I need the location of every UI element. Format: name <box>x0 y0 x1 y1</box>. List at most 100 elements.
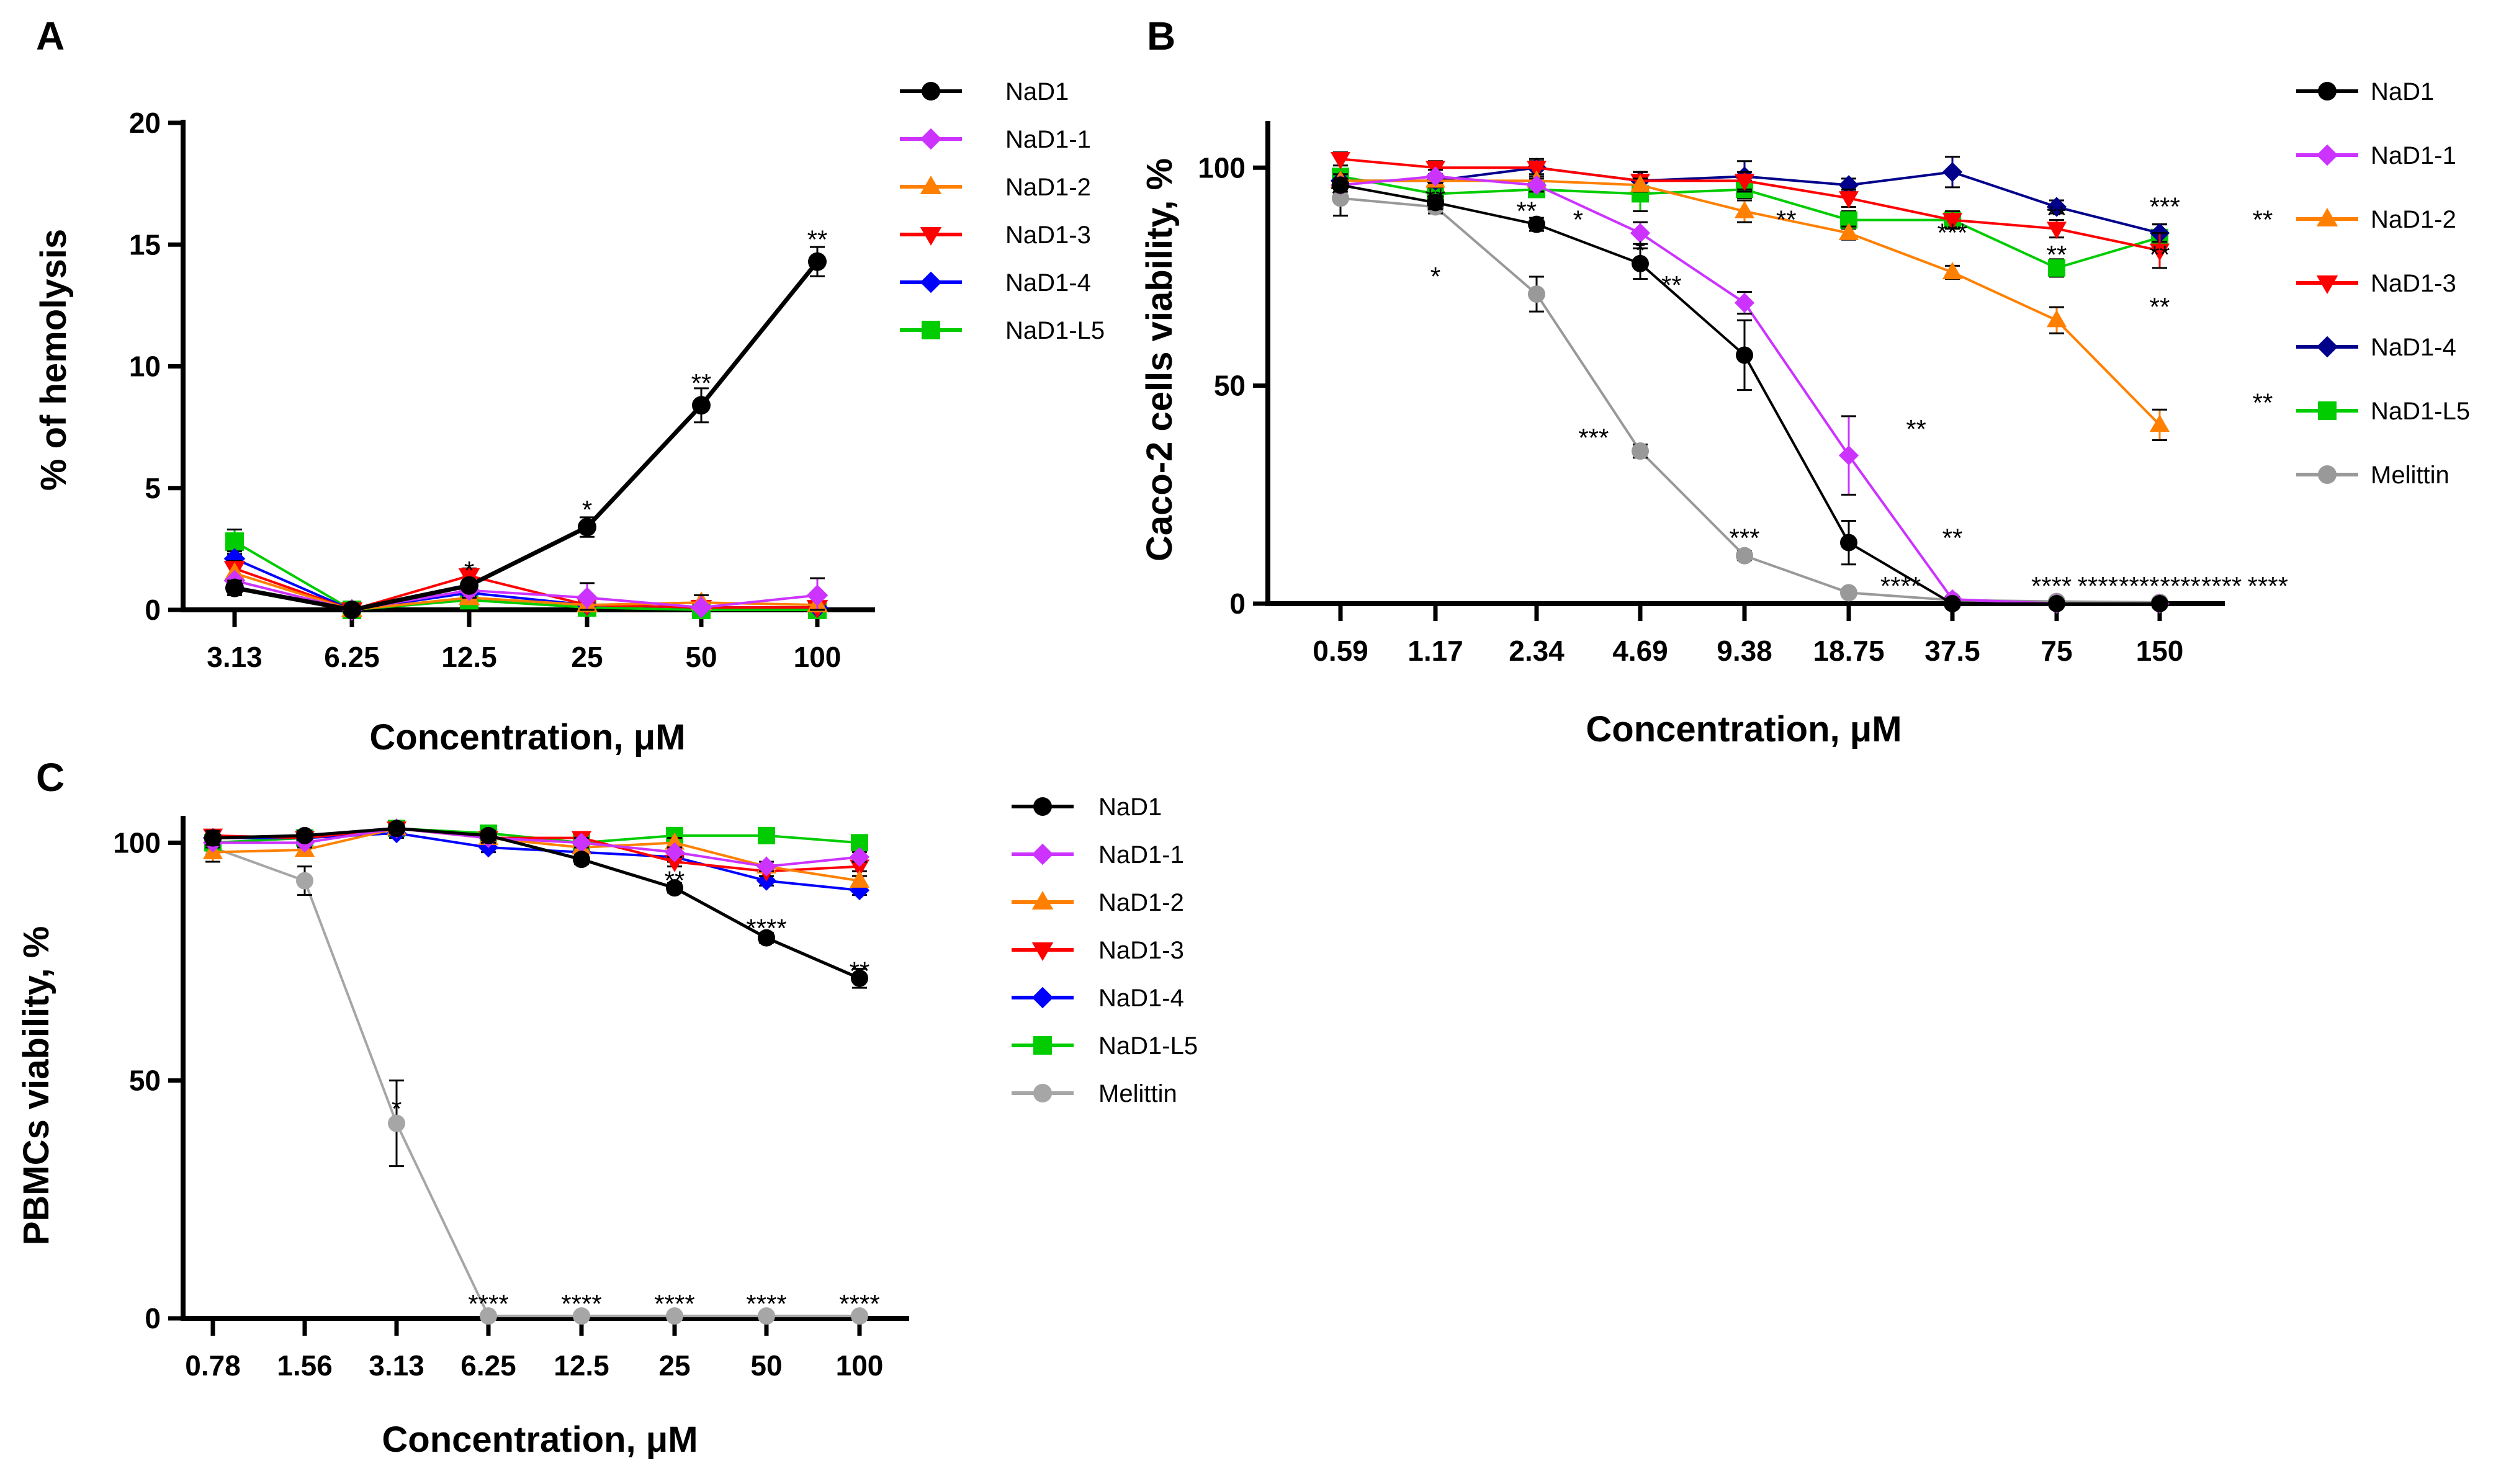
data-point <box>758 929 775 947</box>
legend-item-nad1-1: NaD1-1 <box>900 126 1091 153</box>
legend-item-nad1-4: NaD1-4 <box>1012 985 1184 1012</box>
legend-marker <box>920 128 942 150</box>
data-point <box>690 596 712 619</box>
legend-item-nad1-4: NaD1-4 <box>2296 334 2456 361</box>
data-point <box>1528 215 1545 233</box>
series-nad1 <box>204 820 868 989</box>
significance-label: **** <box>839 1289 879 1318</box>
data-point <box>296 872 313 890</box>
data-point <box>573 1307 590 1325</box>
legend-label: NaD1-1 <box>2371 142 2456 169</box>
legend-marker <box>2316 336 2338 358</box>
x-tick-label: 2.34 <box>1509 635 1565 667</box>
series-line <box>213 827 860 868</box>
data-point <box>2046 221 2067 239</box>
legend-label: Melittin <box>2371 462 2449 489</box>
data-point <box>388 1114 405 1132</box>
legend-marker <box>1033 1084 1052 1102</box>
data-point <box>664 832 685 850</box>
legend-item-nad1: NaD1 <box>2296 78 2434 105</box>
data-point <box>1427 194 1444 212</box>
legend-label: NaD1-4 <box>1005 269 1091 297</box>
data-point <box>225 532 244 552</box>
data-point <box>851 969 868 987</box>
panel-b-letter: B <box>1147 14 1175 58</box>
data-point <box>296 826 313 844</box>
data-point <box>2048 595 2065 612</box>
legend-marker <box>1031 942 1054 961</box>
series-line <box>212 827 860 882</box>
significance-label: ** <box>850 956 870 985</box>
data-point <box>1734 200 1755 218</box>
panel-a-letter: A <box>36 14 65 58</box>
legend-label: Melittin <box>1098 1080 1177 1107</box>
x-tick-label: 12.5 <box>441 641 497 673</box>
x-tick-label: 25 <box>658 1349 690 1382</box>
significance-label: * <box>1430 262 1440 291</box>
significance-label: **** <box>2031 571 2072 601</box>
data-point <box>1526 175 1547 195</box>
data-point <box>666 1307 683 1325</box>
legend-label: NaD1-1 <box>1005 126 1091 153</box>
x-tick-label: 50 <box>750 1349 782 1382</box>
panel-c-legend: NaD1 NaD1-1 NaD1-2 NaD1-3 NaD1-4 NaD1-L5 Melit… <box>1012 793 1198 1107</box>
series-nad1-1 <box>223 570 828 621</box>
legend-marker <box>2318 401 2337 420</box>
data-point <box>1332 176 1349 194</box>
significance-label: ** <box>1661 270 1682 300</box>
legend-item-melittin: Melittin <box>2296 462 2449 489</box>
series-line <box>233 540 817 612</box>
x-tick-label: 100 <box>836 1349 884 1382</box>
legend-marker <box>920 271 942 293</box>
x-tick-label: 3.13 <box>369 1349 424 1382</box>
data-point <box>1425 166 1446 187</box>
data-point <box>849 880 870 901</box>
panel-b: B 0 50 100 0.59 1.17 2.34 4.69 9.38 18.75 37.5 75 1… <box>1139 14 2470 749</box>
data-point <box>1330 152 1351 170</box>
data-point <box>1734 293 1755 313</box>
legend-marker <box>1033 1036 1052 1055</box>
legend-label: NaD1-1 <box>1098 841 1184 869</box>
x-tick-label: 18.75 <box>1813 635 1884 667</box>
data-point <box>2046 197 2067 217</box>
series-nad1 <box>1332 176 2168 612</box>
legend-marker <box>2318 465 2337 484</box>
legend-item-nad1: NaD1 <box>900 78 1069 105</box>
significance-label: ** <box>2047 240 2067 269</box>
data-point <box>576 587 598 609</box>
x-tick-label: 6.25 <box>460 1349 516 1382</box>
series-line <box>212 846 860 1318</box>
significance-label: **** <box>746 1289 786 1318</box>
panel-c-x-axis-title: Concentration, μM <box>382 1419 698 1460</box>
y-tick-label: 100 <box>1198 151 1246 184</box>
data-point <box>1632 254 1649 272</box>
x-tick-label: 1.17 <box>1408 635 1463 667</box>
legend-marker <box>2316 275 2338 294</box>
x-tick-label: 9.38 <box>1717 635 1772 667</box>
data-point <box>1736 547 1753 565</box>
panel-c-letter: C <box>36 755 65 800</box>
data-point <box>1942 213 1963 231</box>
data-point <box>1630 223 1651 243</box>
legend-item-nad1-2: NaD1-2 <box>1012 889 1184 916</box>
x-tick-label: 25 <box>571 641 603 673</box>
data-point <box>849 870 870 888</box>
legend-marker <box>2316 208 2338 226</box>
data-point <box>578 517 596 537</box>
legend-item-nad1-4: NaD1-4 <box>900 269 1091 297</box>
data-point <box>692 396 711 415</box>
y-tick-label: 10 <box>129 351 161 383</box>
x-tick-label: 4.69 <box>1612 635 1668 667</box>
panel-b-plot-area: 0 50 100 0.59 1.17 2.34 4.69 9.38 18.75 37.5 75 150… <box>1198 121 2288 667</box>
data-point <box>1838 222 1859 240</box>
data-point <box>225 578 244 597</box>
significance-label: ** <box>1906 414 1926 444</box>
legend-label: NaD1-L5 <box>1098 1032 1198 1060</box>
panel-b-legend: NaD1 NaD1-1 NaD1-2 NaD1-3 NaD1-4 NaD1-L5 Melit… <box>2296 78 2470 489</box>
y-tick-label: 20 <box>129 107 161 139</box>
significance-label: * <box>1331 179 1340 208</box>
significance-label: ** <box>2253 205 2273 235</box>
data-point <box>571 833 592 853</box>
